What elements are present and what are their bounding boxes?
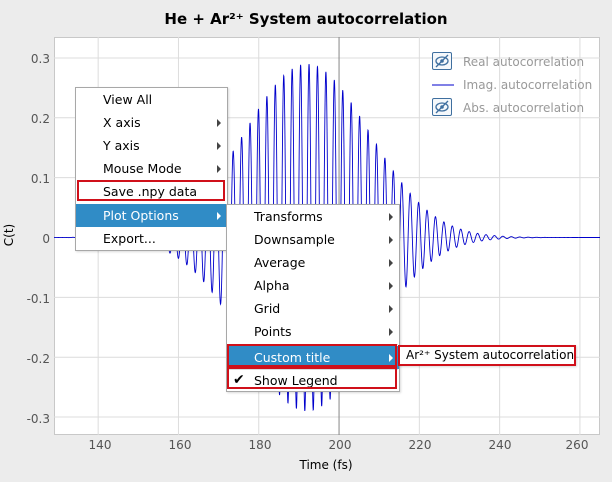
legend-label: Imag. autocorrelation [463, 78, 593, 92]
submenu-arrow-icon [217, 119, 221, 127]
y-tick-label: 0.3 [30, 52, 50, 66]
menu-item-label: Average [254, 255, 306, 270]
menu-item-save-npy[interactable]: Save .npy data [103, 184, 198, 199]
submenu-arrow-icon [389, 354, 393, 362]
submenu-arrow-icon [389, 328, 393, 336]
menu-item-plot-options[interactable]: Plot Options [76, 204, 227, 227]
custom-title-popup: Ar²⁺ System autocorrelation [398, 345, 576, 366]
y-tick-label: -0.3 [26, 412, 50, 426]
y-tick-label: -0.2 [26, 352, 50, 366]
menu-item-transforms[interactable]: Transforms [227, 205, 399, 228]
submenu-arrow-icon [389, 213, 393, 221]
menu-item-label: Y axis [103, 138, 140, 153]
menu-item-average[interactable]: Average [227, 251, 399, 274]
x-tick-label: 180 [248, 438, 272, 452]
submenu-arrow-icon [217, 212, 221, 220]
x-tick-label: 260 [565, 438, 589, 452]
menu-item-show-legend[interactable]: ✔ Show Legend [227, 369, 399, 392]
y-axis-label: C(t) [2, 223, 17, 247]
menu-item-label: Custom title [254, 350, 331, 365]
menu-item-label: Plot Options [103, 208, 179, 223]
submenu-arrow-icon [217, 142, 221, 150]
chart-title: He + Ar²⁺ System autocorrelation [164, 10, 448, 28]
menu-item-points[interactable]: Points [227, 320, 399, 343]
menu-item-downsample[interactable]: Downsample [227, 228, 399, 251]
hidden-eye-icon[interactable] [432, 52, 452, 70]
menu-item-grid[interactable]: Grid [227, 297, 399, 320]
menu-item-custom-title[interactable]: Custom title [227, 346, 399, 369]
menu-item-label: Points [254, 324, 292, 339]
checkmark-icon: ✔ [233, 372, 245, 388]
menu-item-alpha[interactable]: Alpha [227, 274, 399, 297]
menu-item-label: Mouse Mode [103, 161, 182, 176]
menu-separator [228, 369, 398, 370]
y-tick-label: 0 [42, 232, 50, 246]
custom-title-input[interactable]: Ar²⁺ System autocorrelation [406, 348, 575, 362]
legend-label: Real autocorrelation [463, 55, 585, 69]
x-axis-label: Time (fs) [299, 458, 353, 472]
menu-item-label: Grid [254, 301, 281, 316]
submenu-arrow-icon [389, 282, 393, 290]
x-tick-label: 160 [168, 438, 192, 452]
context-menu: View All X axis Y axis Mouse Mode Save .… [75, 87, 228, 251]
submenu-arrow-icon [217, 165, 221, 173]
x-tick-label: 200 [328, 438, 352, 452]
legend-label: Abs. autocorrelation [463, 101, 585, 115]
line-swatch-icon [432, 84, 454, 86]
y-tick-label: -0.1 [26, 292, 50, 306]
submenu-arrow-icon [389, 305, 393, 313]
y-tick-label: 0.2 [30, 112, 50, 126]
plot-options-submenu: Transforms Downsample Average Alpha Grid… [226, 204, 400, 392]
menu-item-label: Alpha [254, 278, 290, 293]
menu-item-x-axis[interactable]: X axis [76, 111, 227, 134]
menu-item-label: Transforms [254, 209, 323, 224]
menu-item-export[interactable]: Export... [103, 231, 156, 246]
menu-item-label: X axis [103, 115, 141, 130]
x-tick-label: 240 [488, 438, 512, 452]
hidden-eye-icon[interactable] [432, 98, 452, 116]
highlight-box-save [77, 180, 225, 201]
submenu-arrow-icon [389, 236, 393, 244]
menu-item-view-all[interactable]: View All [103, 92, 153, 107]
submenu-arrow-icon [389, 259, 393, 267]
y-tick-label: 0.1 [30, 172, 50, 186]
menu-item-mouse-mode[interactable]: Mouse Mode [76, 157, 227, 180]
menu-item-y-axis[interactable]: Y axis [76, 134, 227, 157]
x-tick-label: 140 [88, 438, 112, 452]
highlight-box-custom-title [227, 344, 397, 367]
x-tick-label: 220 [408, 438, 432, 452]
menu-item-label: Show Legend [254, 373, 338, 388]
highlight-box-show-legend [227, 367, 397, 389]
menu-item-label: Downsample [254, 232, 335, 247]
